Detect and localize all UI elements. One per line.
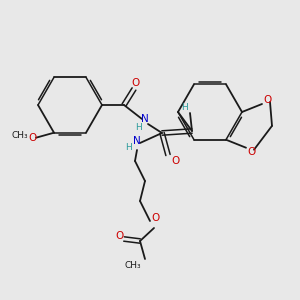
Text: CH₃: CH₃ (12, 131, 28, 140)
Text: O: O (172, 156, 180, 166)
Text: N: N (141, 114, 149, 124)
Text: O: O (115, 231, 123, 241)
Text: O: O (132, 78, 140, 88)
Text: H: H (135, 124, 141, 133)
Text: CH₃: CH₃ (125, 260, 141, 269)
Text: O: O (151, 213, 159, 223)
Text: N: N (133, 136, 141, 146)
Text: O: O (263, 95, 271, 105)
Text: O: O (28, 133, 36, 143)
Text: O: O (247, 147, 255, 157)
Text: H: H (182, 103, 188, 112)
Text: H: H (126, 143, 132, 152)
